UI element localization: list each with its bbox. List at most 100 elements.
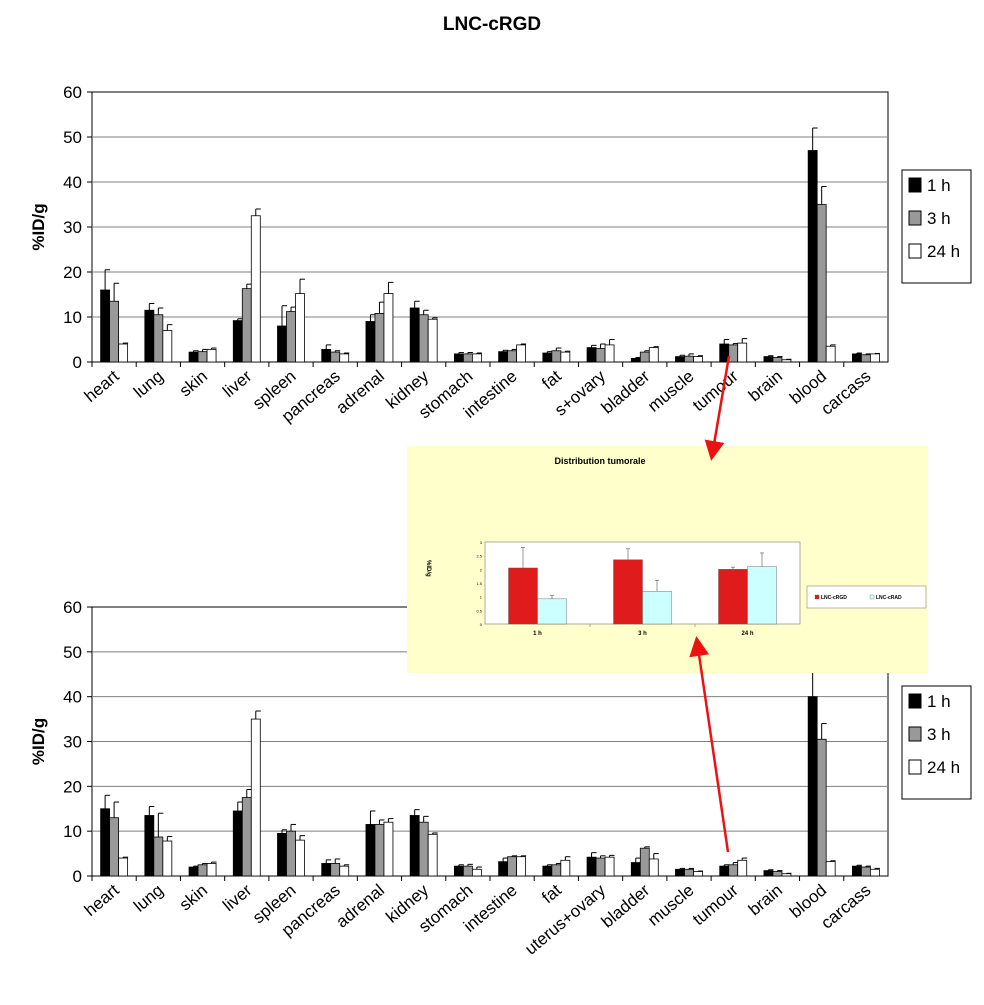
legend-swatch: [908, 726, 922, 742]
y-tick-label: 50: [63, 128, 82, 147]
inset-title: Distribution tumorale: [554, 456, 645, 466]
bar-stomach-24h: [471, 353, 482, 363]
bar-adrenal-1h: [365, 321, 376, 363]
bar-uterus+ovary-1h: [586, 856, 597, 877]
bar-stomach-3h: [462, 865, 473, 877]
bar-bladder-24h: [648, 858, 659, 877]
bar-tumour-24h: [737, 342, 748, 363]
x-tick-label: bladder: [598, 366, 654, 417]
inset-bar-3h-LNC-cRAD: [642, 591, 672, 625]
y-tick-label: 60: [63, 598, 82, 617]
bar-pancreas-24h: [339, 353, 350, 363]
x-tick-label: tumour: [689, 366, 742, 415]
bar-liver-1h: [232, 810, 243, 877]
bar-tumour-1h: [719, 865, 730, 877]
bar-muscle-1h: [675, 868, 685, 877]
bar-skin-1h: [188, 866, 199, 877]
x-tick-label: carcass: [817, 367, 874, 419]
arrows: [689, 355, 731, 853]
bar-kidney-24h: [427, 833, 438, 877]
bar-fat-1h: [542, 865, 553, 877]
bar-pancreas-24h: [339, 865, 350, 877]
bar-skin-24h: [206, 863, 217, 877]
legend-swatch: [908, 759, 922, 775]
bar-brain-1h: [763, 870, 774, 877]
inset-bar-3h-LNC-cRGD: [613, 559, 643, 625]
bar-bladder-1h: [630, 862, 641, 877]
y-axis-label: %ID/g: [29, 203, 48, 250]
bar-brain-3h: [772, 871, 783, 877]
x-tick-label: fat: [538, 880, 565, 907]
bar-intestine-24h: [516, 856, 527, 877]
bar-stomach-24h: [471, 868, 482, 877]
bar-heart-24h: [118, 343, 129, 363]
bar-bladder-24h: [648, 347, 659, 363]
bar-fat-24h: [560, 859, 571, 877]
bar-kidney-1h: [409, 815, 420, 877]
bar-intestine-1h: [498, 351, 509, 363]
bar-heart-1h: [100, 289, 111, 363]
bar-brain-3h: [772, 357, 783, 363]
x-tick-label: tumour: [689, 880, 742, 929]
bar-uterus+ovary-1h: [586, 347, 597, 363]
x-tick-label: lung: [130, 881, 167, 916]
inset-legend-box: [806, 585, 927, 609]
x-tick-label: adrenal: [332, 367, 388, 418]
bar-stomach-3h: [462, 353, 473, 363]
inset-y-tick-label: 2.5: [476, 554, 482, 559]
x-tick-label: lung: [130, 367, 167, 402]
x-tick-label: heart: [81, 880, 123, 920]
bar-pancreas-3h: [330, 863, 341, 877]
bar-spleen-1h: [277, 833, 287, 877]
bar-liver-24h: [250, 215, 261, 363]
bar-spleen-3h: [286, 830, 296, 877]
y-tick-label: 30: [63, 733, 82, 752]
legend-label: 1 h: [927, 692, 951, 711]
legend-label: 24 h: [927, 242, 960, 261]
bar-muscle-1h: [675, 356, 685, 363]
inset-y-tick-label: 2: [480, 567, 483, 572]
bar-skin-3h: [197, 864, 208, 877]
y-tick-label: 20: [63, 263, 82, 282]
x-tick-label: carcass: [817, 881, 874, 933]
inset-bar-1h-LNC-cRGD: [508, 567, 538, 625]
bar-spleen-24h: [295, 293, 305, 363]
bar-adrenal-24h: [383, 821, 394, 877]
inset-tumour-chart: Distribution tumorale 0 0.5 1 1.5 2 2.5 3 %ID/g 1…: [407, 446, 928, 673]
inset-bar-1h-LNC-cRAD: [537, 598, 567, 625]
bar-brain-24h: [781, 359, 792, 363]
inset-legend-label: LNC-cRAD: [876, 595, 902, 601]
figure-title: LNC-cRGD: [442, 14, 542, 35]
bar-stomach-1h: [453, 865, 464, 877]
y-tick-label: 50: [63, 643, 82, 662]
y-tick-label: 0: [73, 353, 82, 372]
bar-heart-1h: [100, 808, 111, 877]
bar-skin-3h: [197, 351, 208, 363]
x-tick-label: uterus+ovary: [521, 880, 609, 958]
inset-legend-swatch: [869, 594, 875, 600]
bar-kidney-3h: [418, 314, 429, 363]
inset-x-tick-label: 24 h: [741, 631, 753, 637]
bar-kidney-24h: [427, 318, 438, 363]
bar-heart-3h: [109, 300, 120, 363]
bar-kidney-3h: [418, 821, 429, 877]
x-tick-label: muscle: [644, 881, 697, 930]
inset-y-axis-label: %ID/g: [425, 560, 431, 577]
bar-muscle-24h: [693, 871, 703, 877]
bar-carcass-1h: [851, 865, 862, 877]
bar-pancreas-3h: [330, 351, 341, 363]
legend-label: 3 h: [927, 209, 951, 228]
inset-y-tick-label: 3: [480, 540, 483, 545]
inset-legend-label: LNC-cRGD: [821, 595, 847, 601]
bar-intestine-1h: [498, 861, 509, 877]
bar-adrenal-3h: [374, 312, 385, 363]
inset-y-tick-label: 0: [480, 622, 483, 627]
bar-tumour-24h: [737, 859, 748, 877]
bar-blood-24h: [825, 345, 836, 363]
inset-x-tick-label: 3 h: [638, 631, 647, 637]
bar-fat-1h: [542, 352, 553, 363]
bar-brain-24h: [781, 873, 792, 877]
arrow-top: [704, 355, 731, 461]
y-tick-label: 60: [63, 83, 82, 102]
